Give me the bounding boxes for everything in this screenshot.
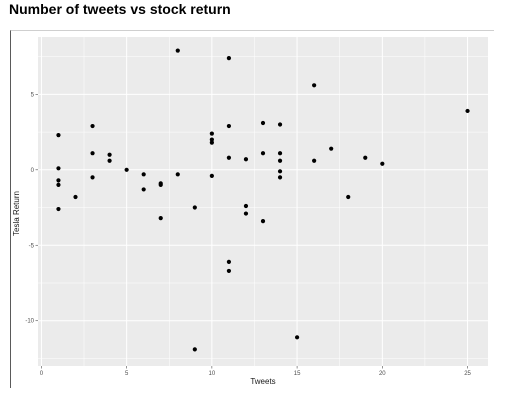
scatter-point xyxy=(192,205,197,210)
scatter-point xyxy=(277,175,283,180)
scatter-point xyxy=(90,175,95,180)
scatter-point xyxy=(107,158,112,163)
axis-ticks xyxy=(35,94,468,369)
scatter-point xyxy=(226,56,232,61)
scatter-point xyxy=(243,157,249,162)
scatter-point xyxy=(260,219,266,224)
scatter-point xyxy=(90,151,95,156)
x-tick-label: 10 xyxy=(209,371,216,377)
scatter-point xyxy=(209,173,214,178)
x-axis-label: Tweets xyxy=(250,377,275,386)
x-tick-label: 20 xyxy=(379,371,386,377)
data-points xyxy=(56,48,470,352)
y-tick-label: -5 xyxy=(29,243,35,249)
scatter-point xyxy=(158,182,163,187)
scatter-point xyxy=(243,203,249,209)
chart-frame xyxy=(10,30,494,388)
scatter-point xyxy=(226,155,232,160)
scatter-point xyxy=(209,131,214,136)
x-tick-label: 15 xyxy=(294,371,301,377)
scatter-point xyxy=(260,120,266,126)
scatter-point xyxy=(73,194,78,200)
scatter-point xyxy=(465,108,470,114)
scatter-point xyxy=(294,335,300,340)
scatter-point xyxy=(192,347,197,352)
scatter-point xyxy=(209,137,214,142)
scatter-point xyxy=(226,268,232,274)
scatter-point xyxy=(312,158,317,163)
scatter-point xyxy=(175,48,180,53)
scatter-point xyxy=(346,194,351,200)
scatter-point xyxy=(56,178,61,183)
scatter-point xyxy=(260,151,266,156)
chart-title: Number of tweets vs stock return xyxy=(9,1,231,17)
x-tick-label: 25 xyxy=(464,371,471,377)
scatter-point xyxy=(175,172,180,177)
scatter-point xyxy=(56,182,61,187)
scatter-point xyxy=(56,206,61,212)
y-tick-label: -10 xyxy=(25,319,34,325)
x-tick-label: 5 xyxy=(125,371,129,377)
scatter-point xyxy=(277,151,283,156)
y-tick-label: 5 xyxy=(31,92,35,98)
y-tick-label: 0 xyxy=(31,168,35,174)
scatter-point xyxy=(363,155,368,160)
y-axis-label: Tesla Return xyxy=(12,191,21,236)
scatter-point xyxy=(56,132,61,138)
scatter-point xyxy=(141,172,146,177)
x-tick-label: 0 xyxy=(40,371,44,377)
scatter-point xyxy=(158,216,163,221)
scatter-point xyxy=(90,123,95,129)
scatter-point xyxy=(226,123,232,129)
scatter-point xyxy=(141,187,146,192)
scatter-point xyxy=(226,259,232,264)
scatter-point xyxy=(329,146,334,151)
scatter-point xyxy=(124,167,129,172)
axis-tick-labels: 0 5 10 15 20 25 5 0 -5 -10 xyxy=(25,92,471,377)
major-gridlines xyxy=(38,37,488,366)
scatter-point xyxy=(56,166,61,171)
scatter-point xyxy=(380,161,385,166)
scatter-point xyxy=(107,152,112,157)
scatter-point xyxy=(312,83,317,88)
scatter-point xyxy=(243,211,249,216)
scatter-point xyxy=(277,169,283,174)
scatter-point xyxy=(277,158,283,163)
scatter-point xyxy=(209,140,214,145)
scatter-point xyxy=(277,122,283,127)
minor-gridlines xyxy=(38,37,488,366)
plot-panel xyxy=(38,37,488,366)
